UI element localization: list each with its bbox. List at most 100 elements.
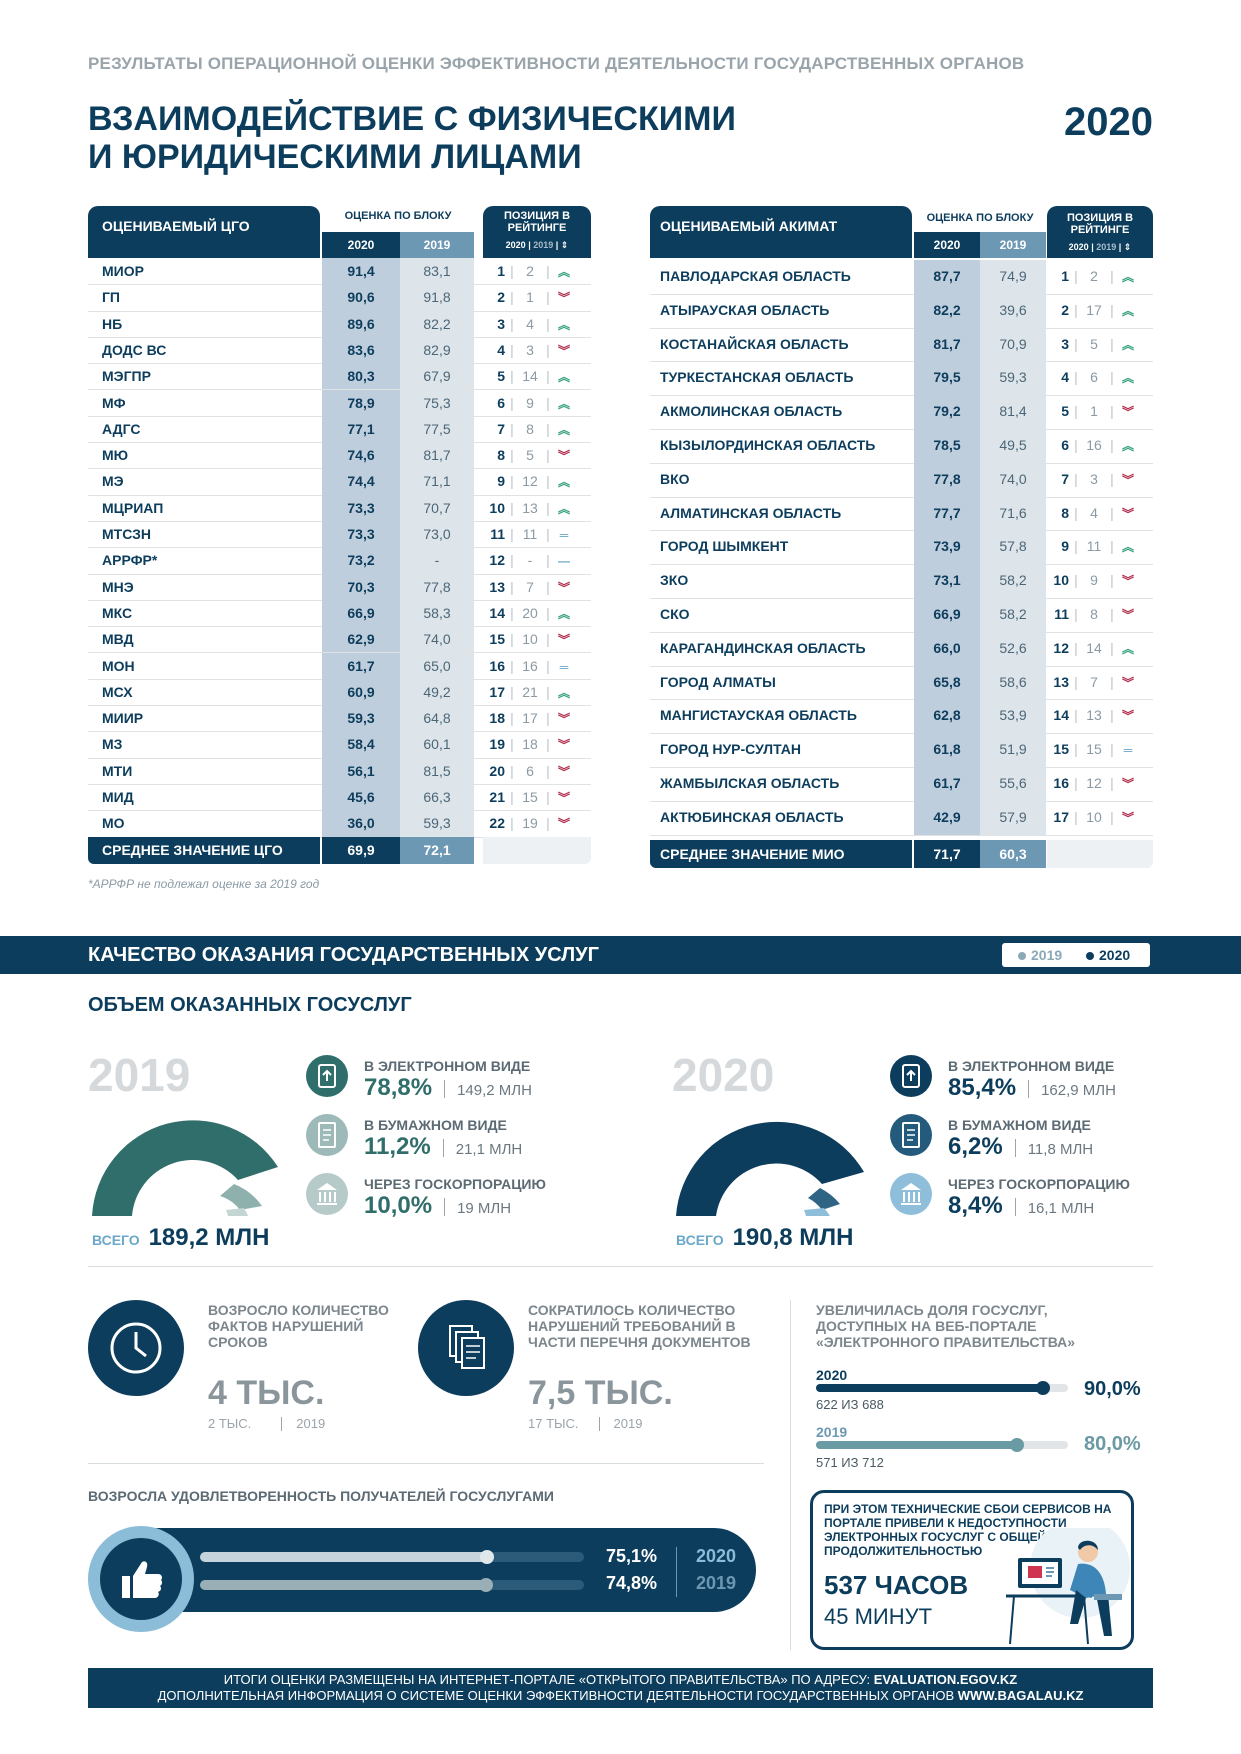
cgo-score-2019: 71,1 xyxy=(400,468,474,495)
divider: | xyxy=(1110,437,1114,453)
cgo-score-2020: 59,3 xyxy=(322,705,400,732)
cgo-score-2019: 58,3 xyxy=(400,599,474,627)
cgo-position: 10 | 13 | ︽ xyxy=(483,495,573,522)
cgo-position: 22 | 19 | ︾ xyxy=(483,810,573,837)
akimat-row: ГОРОД АЛМАТЫ 65,8 58,6 13 | 7 | ︾ xyxy=(650,665,1153,701)
divider: | xyxy=(546,789,550,805)
cgo-name: АДГС xyxy=(102,420,141,437)
akimat-position-2020: 12 xyxy=(1053,639,1069,656)
akimat-score-2019: 58,2 xyxy=(980,564,1046,598)
akimat-position: 16 | 12 | ︾ xyxy=(1047,767,1137,802)
cgo-position-2020: 14 xyxy=(489,604,505,621)
trend-down-icon: ︾ xyxy=(1121,405,1134,420)
cgo-position-2019: 18 xyxy=(522,736,538,753)
trend-down-icon: ︾ xyxy=(557,291,570,306)
person-at-computer-icon xyxy=(1006,1528,1130,1645)
divider: | xyxy=(546,815,550,832)
trend-up-icon: ︽ xyxy=(557,396,570,411)
cgo-position-2019: 21 xyxy=(522,683,538,700)
donut-2020 xyxy=(676,1121,864,1216)
corp-2020: ЧЕРЕЗ ГОСКОРПОРАЦИЮ 8,4% 16,1 МЛН xyxy=(948,1176,1130,1220)
trend-same-icon: ═ xyxy=(559,528,569,542)
cgo-position-2020: 2 xyxy=(497,289,505,306)
divider: | xyxy=(510,499,514,516)
divider: | xyxy=(546,762,550,779)
cgo-row: ДОДС ВС 83,6 82,9 4 | 3 | ︾ xyxy=(88,336,591,365)
divider: | xyxy=(1110,673,1114,690)
akimat-row: АКМОЛИНСКАЯ ОБЛАСТЬ 79,2 81,4 5 | 1 | ︾ xyxy=(650,395,1153,430)
divider: | xyxy=(1110,606,1114,622)
divider: | xyxy=(1074,673,1078,690)
cgo-score-2020: 90,6 xyxy=(322,284,400,311)
cgo-position-2019: 12 xyxy=(522,473,538,490)
legend-dot-2019 xyxy=(1018,952,1026,961)
divider: | xyxy=(546,683,550,700)
trend-down-icon: ︾ xyxy=(1121,709,1134,724)
divider: | xyxy=(546,289,550,306)
akimat-header-name: ОЦЕНИВАЕМЫЙ АКИМАТ xyxy=(650,206,912,258)
cgo-row: МТСЗН 73,3 73,0 11 | 11 | ═ xyxy=(88,521,591,549)
akimat-score-2020: 61,8 xyxy=(914,733,980,767)
cgo-position: 18 | 17 | ︾ xyxy=(483,705,573,732)
akimat-position-2019: 1 xyxy=(1090,403,1098,420)
cgo-row: МЭ 74,4 71,1 9 | 12 | ︽ xyxy=(88,468,591,496)
trend-down-icon: ︾ xyxy=(1121,574,1134,589)
divider: | xyxy=(1110,470,1114,487)
electronic-2020-mln: 162,9 МЛН xyxy=(1041,1082,1116,1099)
year-2019-label: 2019 xyxy=(88,1049,191,1101)
divider: | xyxy=(510,526,514,542)
cgo-position-2020: 13 xyxy=(489,578,505,595)
divider: | xyxy=(1110,301,1114,318)
akimat-score-2019: 81,4 xyxy=(980,395,1046,429)
divider: | xyxy=(1074,741,1078,758)
divider: | xyxy=(546,368,550,385)
cgo-position-2020: 21 xyxy=(489,789,505,805)
akimat-score-2019: 70,9 xyxy=(980,327,1046,362)
cgo-score-2020: 80,3 xyxy=(322,363,400,390)
cgo-position-2019: 8 xyxy=(526,420,534,437)
akimat-position-2020: 17 xyxy=(1053,808,1069,825)
vertical-divider xyxy=(790,1300,791,1650)
cgo-score-2019: 81,7 xyxy=(400,442,474,469)
divider: | xyxy=(510,710,514,727)
akimat-position-2019: 5 xyxy=(1090,335,1098,352)
cgo-position-2019: 1 xyxy=(526,289,534,306)
satisfaction-2019-knob xyxy=(479,1578,494,1592)
documents-icon xyxy=(418,1300,514,1396)
divider: | xyxy=(546,736,550,753)
cgo-score-2019: 77,5 xyxy=(400,415,474,443)
cgo-position: 21 | 15 | ︾ xyxy=(483,784,573,811)
cgo-score-2020: 91,4 xyxy=(322,258,400,285)
building-icon xyxy=(306,1173,348,1215)
akimat-score-2020: 78,5 xyxy=(914,429,980,463)
trend-down-icon: ︾ xyxy=(557,449,570,464)
cgo-row: МИИР 59,3 64,8 18 | 17 | ︾ xyxy=(88,705,591,733)
egov-2020-pct: 90,0% xyxy=(1084,1378,1141,1400)
donut-2020-paper xyxy=(808,1188,840,1210)
electronic-2020-label: В ЭЛЕКТРОННОМ ВИДЕ xyxy=(948,1058,1115,1074)
violations-prev: 2 ТЫС. 2019 xyxy=(208,1416,325,1431)
footer-link-bagalau[interactable]: WWW.BAGALAU.KZ xyxy=(957,1688,1084,1703)
trend-up-icon: ︽ xyxy=(557,422,570,437)
akimat-position-2020: 3 xyxy=(1061,335,1069,352)
footer-link-evaluation[interactable]: EVALUATION.EGOV.KZ xyxy=(873,1672,1018,1687)
cgo-score-2020: 78,9 xyxy=(322,389,400,416)
corp-2019: ЧЕРЕЗ ГОСКОРПОРАЦИЮ 10,0% 19 МЛН xyxy=(364,1176,546,1220)
divider: | xyxy=(510,368,514,385)
cgo-position-2019: 7 xyxy=(526,578,534,595)
trend-down-icon: ︾ xyxy=(557,580,570,595)
footer-line-1-text: ИТОГИ ОЦЕНКИ РАЗМЕЩЕНЫ НА ИНТЕРНЕТ-ПОРТА… xyxy=(223,1672,874,1687)
cgo-position-2020: 8 xyxy=(497,447,505,464)
akimat-score-2020: 66,0 xyxy=(914,631,980,666)
akimat-position-2019: 15 xyxy=(1086,741,1102,758)
footer-line-2: ДОПОЛНИТЕЛЬНАЯ ИНФОРМАЦИЯ О СИСТЕМЕ ОЦЕН… xyxy=(88,1688,1153,1704)
corp-2019-mln: 19 МЛН xyxy=(457,1200,512,1217)
cgo-score-2019: 74,0 xyxy=(400,626,474,653)
cgo-position-2020: 17 xyxy=(489,683,505,700)
trend-up-icon: ︽ xyxy=(1121,337,1134,352)
egov-2019-track xyxy=(816,1438,1068,1452)
akimat-average-label: СРЕДНЕЕ ЗНАЧЕНИЕ МИО xyxy=(650,840,912,868)
cgo-header-position-label: ПОЗИЦИЯ В РЕЙТИНГЕ xyxy=(503,210,571,234)
divider: | xyxy=(1110,808,1114,825)
trend-up-icon: ︽ xyxy=(557,265,570,279)
